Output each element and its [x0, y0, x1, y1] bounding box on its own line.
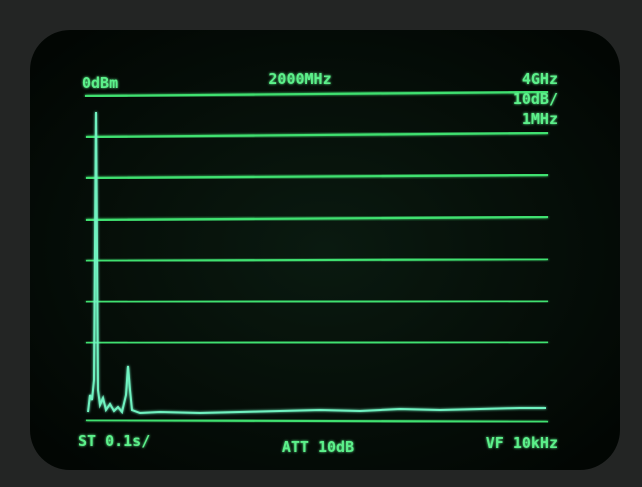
sweep-time: ST 0.1s/ — [78, 432, 150, 450]
scale: 10dB/ — [513, 90, 558, 108]
video-filter: VF 10kHz — [486, 434, 558, 452]
analyzer-photo: 0dBm 2000MHz 4GHz 10dB/ 1MHz ST 0.1s/ AT… — [0, 0, 642, 487]
span: 4GHz — [522, 70, 558, 88]
attenuation: ATT 10dB — [282, 438, 354, 456]
reference-level: 0dBm — [82, 74, 118, 92]
resolution-bandwidth: 1MHz — [522, 110, 558, 128]
center-frequency: 2000MHz — [268, 70, 331, 88]
